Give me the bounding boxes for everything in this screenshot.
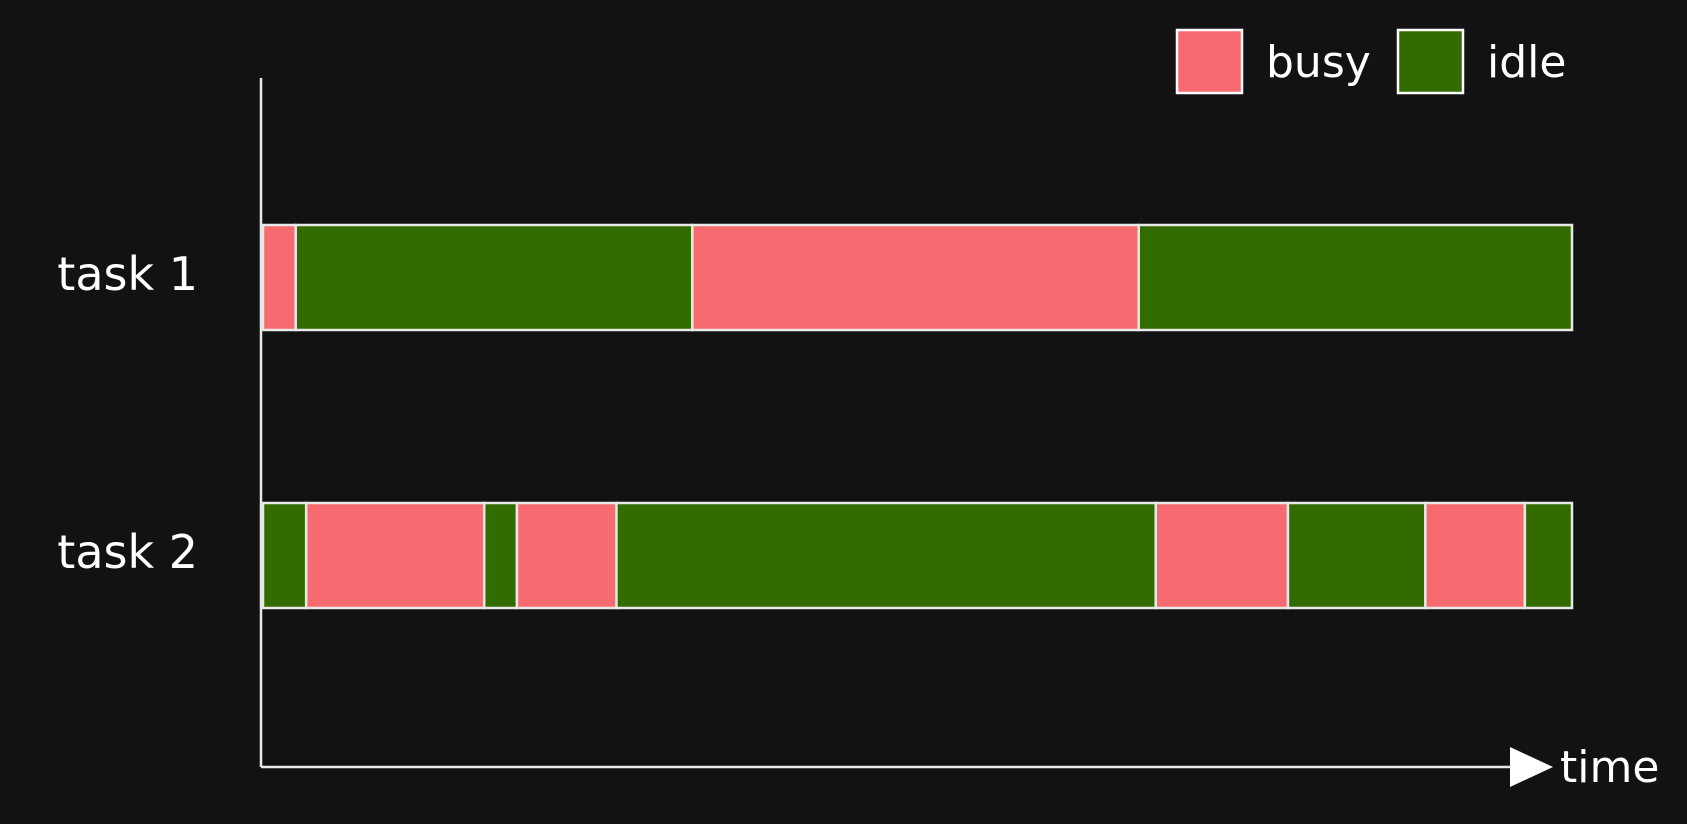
row-label-task-1: task 1 — [57, 247, 198, 301]
segment-task-1-3-busy — [691, 223, 1140, 332]
segment-task-2-6-busy — [1154, 501, 1290, 610]
segment-task-2-7-idle — [1286, 501, 1427, 610]
legend-label-busy: busy — [1266, 37, 1371, 88]
legend-swatch-busy — [1175, 28, 1244, 95]
segment-task-2-9-idle — [1523, 501, 1574, 610]
segment-task-2-3-idle — [482, 501, 519, 610]
segment-task-1-4-idle — [1137, 223, 1574, 332]
x-axis-arrow-icon — [1510, 747, 1553, 787]
legend-label-idle: idle — [1487, 37, 1566, 88]
segment-task-2-4-busy — [515, 501, 618, 610]
segment-task-1-1-busy — [261, 223, 297, 332]
row-label-task-2: task 2 — [57, 525, 198, 579]
segment-task-2-5-idle — [615, 501, 1157, 610]
timeline-segments — [261, 223, 1574, 610]
legend: busy idle — [1175, 28, 1566, 95]
x-axis-label: time — [1560, 742, 1659, 793]
segment-task-1-2-idle — [294, 223, 694, 332]
segment-task-2-1-idle — [261, 501, 308, 610]
legend-swatch-idle — [1396, 28, 1465, 95]
segment-task-2-2-busy — [304, 501, 486, 610]
segment-task-2-8-busy — [1424, 501, 1527, 610]
